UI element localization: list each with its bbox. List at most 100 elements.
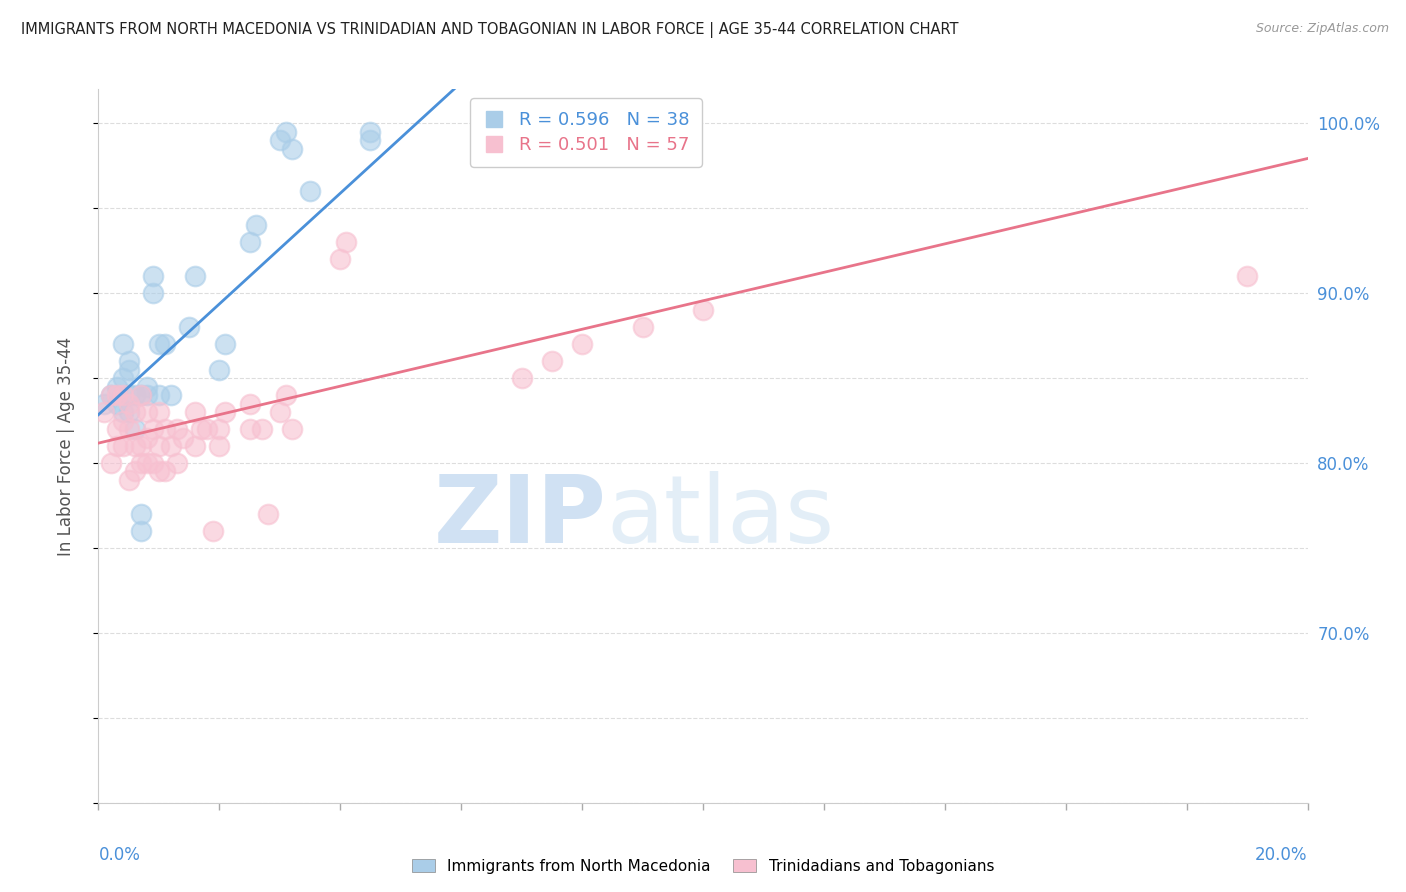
- Point: [111, 413, 134, 427]
- Point: [160, 439, 183, 453]
- Point: [208, 439, 231, 453]
- Point: [105, 388, 128, 402]
- Point: [124, 422, 146, 436]
- Point: [184, 439, 207, 453]
- Point: [153, 465, 176, 479]
- Point: [481, 133, 503, 147]
- Point: [486, 133, 509, 147]
- Point: [100, 456, 122, 470]
- Point: [281, 422, 304, 436]
- Text: ZIP: ZIP: [433, 471, 606, 564]
- Point: [118, 405, 141, 419]
- Point: [299, 184, 322, 198]
- Point: [190, 422, 212, 436]
- Point: [631, 320, 654, 334]
- Point: [124, 465, 146, 479]
- Point: [148, 405, 170, 419]
- Point: [135, 456, 157, 470]
- Point: [172, 430, 194, 444]
- Point: [245, 218, 267, 232]
- Point: [135, 430, 157, 444]
- Point: [160, 388, 183, 402]
- Text: IMMIGRANTS FROM NORTH MACEDONIA VS TRINIDADIAN AND TOBAGONIAN IN LABOR FORCE | A: IMMIGRANTS FROM NORTH MACEDONIA VS TRINI…: [21, 22, 959, 38]
- Point: [202, 524, 225, 538]
- Point: [105, 439, 128, 453]
- Text: 20.0%: 20.0%: [1256, 846, 1308, 863]
- Point: [142, 286, 165, 301]
- Point: [481, 142, 503, 156]
- Point: [250, 422, 273, 436]
- Point: [179, 320, 201, 334]
- Text: Source: ZipAtlas.com: Source: ZipAtlas.com: [1256, 22, 1389, 36]
- Point: [111, 371, 134, 385]
- Point: [153, 337, 176, 351]
- Point: [571, 337, 593, 351]
- Point: [111, 337, 134, 351]
- Point: [239, 235, 262, 249]
- Point: [329, 252, 352, 266]
- Point: [135, 405, 157, 419]
- Point: [239, 422, 262, 436]
- Point: [129, 456, 152, 470]
- Point: [208, 422, 231, 436]
- Point: [129, 524, 152, 538]
- Point: [105, 379, 128, 393]
- Point: [118, 388, 141, 402]
- Point: [118, 396, 141, 410]
- Point: [184, 405, 207, 419]
- Point: [100, 388, 122, 402]
- Point: [118, 362, 141, 376]
- Point: [105, 396, 128, 410]
- Legend: Immigrants from North Macedonia, Trinidadians and Tobagonians: Immigrants from North Macedonia, Trinida…: [406, 853, 1000, 880]
- Point: [214, 405, 236, 419]
- Point: [692, 303, 714, 318]
- Y-axis label: In Labor Force | Age 35-44: In Labor Force | Age 35-44: [56, 336, 75, 556]
- Point: [100, 388, 122, 402]
- Point: [135, 379, 157, 393]
- Point: [510, 371, 533, 385]
- Point: [111, 388, 134, 402]
- Text: atlas: atlas: [606, 471, 835, 564]
- Point: [166, 456, 188, 470]
- Point: [274, 388, 297, 402]
- Point: [540, 354, 562, 368]
- Point: [118, 422, 141, 436]
- Point: [129, 388, 152, 402]
- Point: [269, 133, 291, 147]
- Point: [486, 133, 509, 147]
- Point: [142, 269, 165, 284]
- Point: [118, 473, 141, 487]
- Point: [148, 465, 170, 479]
- Point: [184, 269, 207, 284]
- Point: [148, 439, 170, 453]
- Point: [129, 439, 152, 453]
- Point: [124, 388, 146, 402]
- Point: [111, 405, 134, 419]
- Point: [360, 133, 382, 147]
- Point: [256, 507, 278, 521]
- Point: [129, 388, 152, 402]
- Point: [195, 422, 218, 436]
- Point: [93, 405, 115, 419]
- Point: [142, 422, 165, 436]
- Point: [208, 362, 231, 376]
- Text: 0.0%: 0.0%: [98, 846, 141, 863]
- Point: [111, 439, 134, 453]
- Point: [269, 405, 291, 419]
- Point: [118, 354, 141, 368]
- Point: [148, 388, 170, 402]
- Point: [93, 396, 115, 410]
- Point: [148, 337, 170, 351]
- Point: [274, 125, 297, 139]
- Point: [124, 439, 146, 453]
- Point: [360, 125, 382, 139]
- Point: [335, 235, 357, 249]
- Point: [214, 337, 236, 351]
- Point: [153, 422, 176, 436]
- Point: [239, 396, 262, 410]
- Point: [1236, 269, 1258, 284]
- Point: [129, 507, 152, 521]
- Point: [166, 422, 188, 436]
- Point: [135, 388, 157, 402]
- Point: [281, 142, 304, 156]
